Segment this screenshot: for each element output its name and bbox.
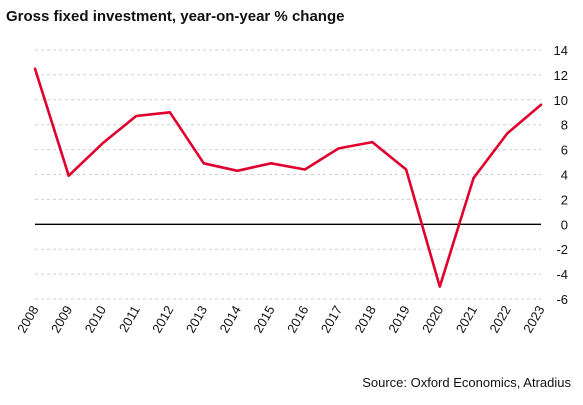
data-point [236,169,239,172]
x-tick-label: 2017 [318,303,345,336]
series-line [33,67,543,288]
data-point [202,162,205,165]
y-tick-label: -2 [556,242,568,257]
x-tick-label: 2016 [284,303,311,336]
y-tick-label: 10 [554,93,568,108]
x-tick-label: 2011 [116,303,143,335]
data-point [337,147,340,150]
x-tick-label: 2021 [453,303,480,336]
x-tick-label: 2010 [82,303,109,336]
data-point [34,67,36,70]
x-tick-label: 2008 [14,303,41,336]
data-point [439,285,441,288]
data-point [540,103,542,106]
x-tick-label: 2012 [149,303,176,336]
data-point [405,168,407,171]
series-group [33,67,543,288]
y-tick-label: 6 [561,143,568,158]
x-tick-label: 2013 [183,303,210,336]
x-tick-label: 2023 [520,303,547,336]
data-point [135,115,137,117]
data-point [304,168,306,171]
data-point [101,142,104,145]
y-tick-label: 4 [561,168,568,183]
x-axis-ticks: 2008 2009 2010 2011 2012 2013 2014 2015 2016 2017… [14,303,547,336]
data-point [67,174,70,177]
data-point [169,111,171,114]
x-tick-label: 2015 [250,303,277,336]
data-point [472,177,475,180]
y-tick-label: 8 [561,118,568,133]
x-tick-label: 2018 [351,303,378,336]
x-tick-label: 2019 [385,303,412,336]
source-note: Source: Oxford Economics, Atradius [362,375,571,390]
y-tick-label: 2 [561,192,568,207]
y-tick-label: 14 [554,43,568,58]
x-tick-label: 2009 [48,303,75,336]
chart-title: Gross fixed investment, year-on-year % c… [6,8,345,25]
x-tick-label: 2022 [486,303,513,336]
gridlines [35,49,541,300]
y-tick-label: -6 [556,292,568,307]
x-tick-label: 2014 [217,303,244,336]
x-tick-label: 2020 [419,303,446,336]
data-point [270,162,272,165]
y-tick-label: -4 [556,267,568,282]
y-axis-ticks: 14 12 10 8 6 4 2 0 -2 -4 -6 [554,43,568,307]
y-tick-label: 0 [561,217,568,232]
y-tick-label: 12 [554,68,568,83]
data-point [506,132,509,135]
data-point [371,141,374,143]
